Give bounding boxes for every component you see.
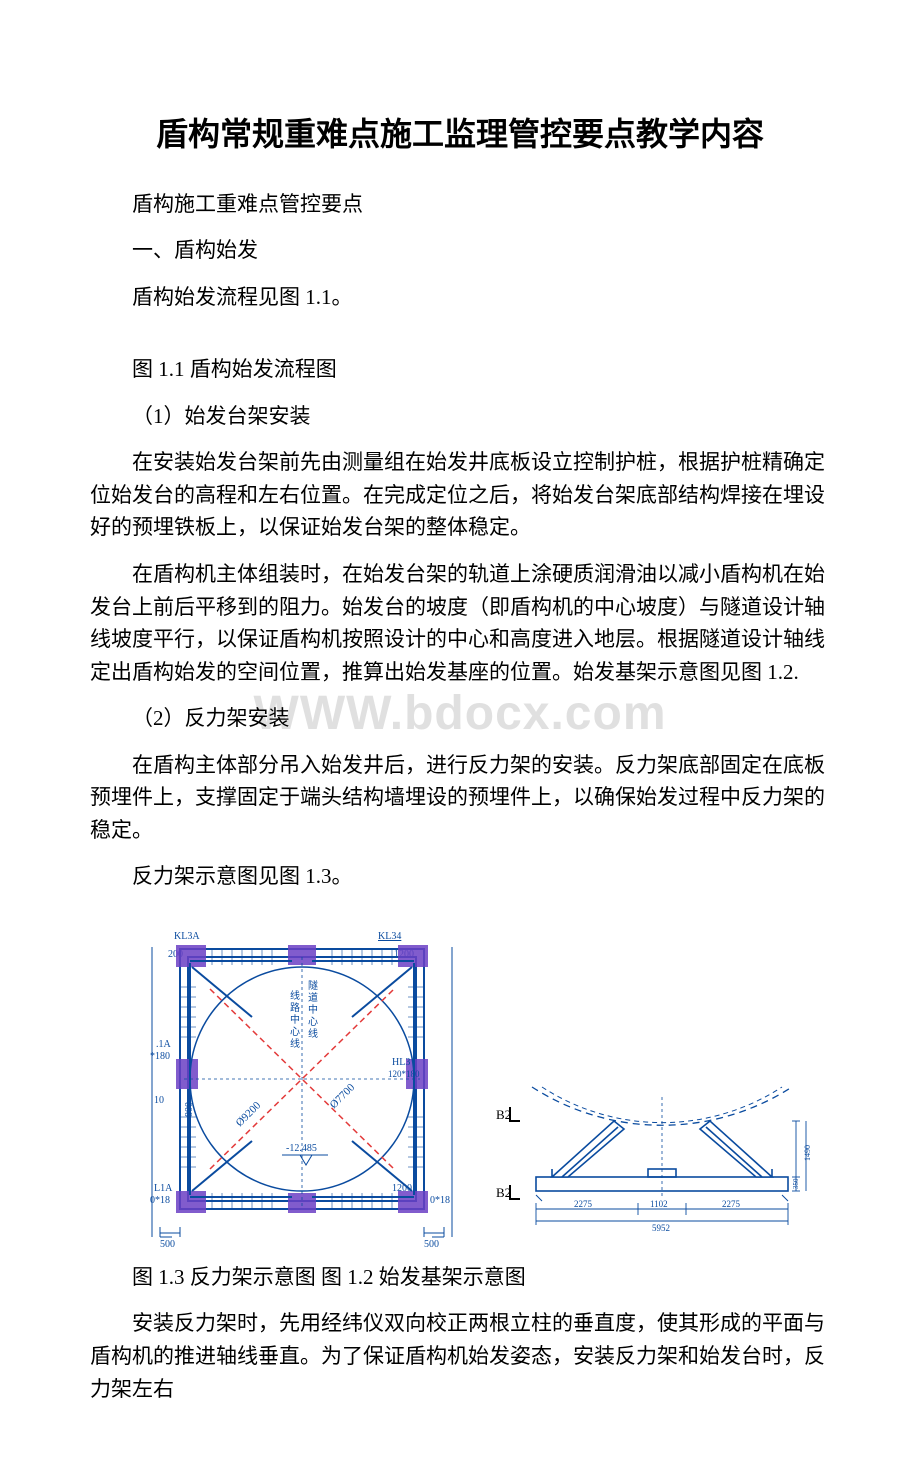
fig12-b2-top: B2 <box>496 1107 511 1122</box>
figure-1-3-diagram: KL3A KL34 200 1200 <box>132 907 472 1247</box>
fig13-center-label-1d: 心 <box>290 1026 300 1038</box>
fig13-dim-7700: Ø7700 <box>328 1081 358 1111</box>
subsection-1-heading: （1）始发台架安装 <box>90 400 830 433</box>
fig13-label-kl34: KL34 <box>378 931 401 942</box>
subsection-2-p2: 反力架示意图见图 1.3。 <box>90 860 830 893</box>
fig13-center-label-1b: 路 <box>290 1001 300 1014</box>
subsection-1-p2: 在盾构机主体组装时，在始发台架的轨道上涂硬质润滑油以减小盾构机在始发台上前后平移… <box>90 558 830 688</box>
fig13-label-0x18r: 0*18 <box>430 1195 450 1206</box>
fig13-dim-9200: Ø9200 <box>234 1099 264 1129</box>
section-1-heading: 一、盾构始发 <box>90 234 830 267</box>
fig13-label-1200br: 1200 <box>392 1183 412 1194</box>
fig12-dim-2275r: 2275 <box>722 1199 741 1209</box>
fig13-label-120-180: 120*180 <box>388 1069 420 1079</box>
fig13-center-label-2b: 道 <box>308 991 318 1004</box>
fig13-center-label-2e: 线 <box>308 1027 318 1040</box>
fig12-dim-2275l: 2275 <box>574 1199 593 1209</box>
fig13-center-label-2c: 中 <box>308 1003 318 1016</box>
fig12-dim-5952: 5952 <box>652 1223 670 1233</box>
fig12-b2-bot: B2 <box>496 1185 511 1200</box>
fig13-center-label-2d: 心 <box>308 1016 318 1028</box>
fig13-label-180: *180 <box>150 1051 170 1062</box>
fig13-center-label-1e: 线 <box>290 1037 300 1050</box>
figure-combined-caption: 图 1.3 反力架示意图 图 1.2 始发基架示意图 <box>90 1261 830 1294</box>
blank-line <box>90 327 830 353</box>
fig12-dim-1102: 1102 <box>650 1199 668 1209</box>
fig13-label-l1a: L1A <box>154 1183 173 1194</box>
fig13-label-hl3: HL3 <box>392 1057 410 1068</box>
fig13-label-1a: .1A <box>156 1039 172 1050</box>
figure-1-1-caption: 图 1.1 盾构始发流程图 <box>90 353 830 386</box>
fig13-center-label-1a: 线 <box>290 989 300 1002</box>
figure-row: KL3A KL34 200 1200 <box>132 907 830 1247</box>
subsection-1-p1: 在安装始发台架前先由测量组在始发井底板设立控制护桩，根据护桩精确定位始发台的高程… <box>90 446 830 544</box>
intro-paragraph: 盾构施工重难点管控要点 <box>90 188 830 221</box>
fig12-dim-1490: 1490 <box>803 1145 812 1161</box>
subsection-2-heading: （2）反力架安装 <box>90 702 830 735</box>
fig13-label-10: 10 <box>154 1095 164 1106</box>
fig13-label-500l: 500 <box>160 1239 175 1247</box>
fig13-label-500r: 500 <box>424 1239 439 1247</box>
subsection-2-p1: 在盾构主体部分吊入始发井后，进行反力架的安装。反力架底部固定在底板预埋件上，支撑… <box>90 749 830 847</box>
fig13-label-kl3a: KL3A <box>174 931 200 942</box>
fig13-center-label-1c: 中 <box>290 1013 300 1026</box>
fig13-label-elev: -12.485 <box>286 1143 317 1154</box>
fig12-dim-350: 350 <box>792 1178 800 1189</box>
fig13-label-800: 800 <box>184 1102 195 1117</box>
fig13-label-0x18l: 0*18 <box>150 1195 170 1206</box>
figure-1-2-diagram: B2 B2 <box>492 1077 822 1247</box>
section-1-p1: 盾构始发流程见图 1.1。 <box>90 281 830 314</box>
fig13-center-label-2a: 隧 <box>308 979 318 992</box>
subsection-2-p3: 安装反力架时，先用经纬仪双向校正两根立柱的垂直度，使其形成的平面与盾构机的推进轴… <box>90 1307 830 1405</box>
page-title: 盾构常规重难点施工监理管控要点教学内容 <box>90 110 830 160</box>
